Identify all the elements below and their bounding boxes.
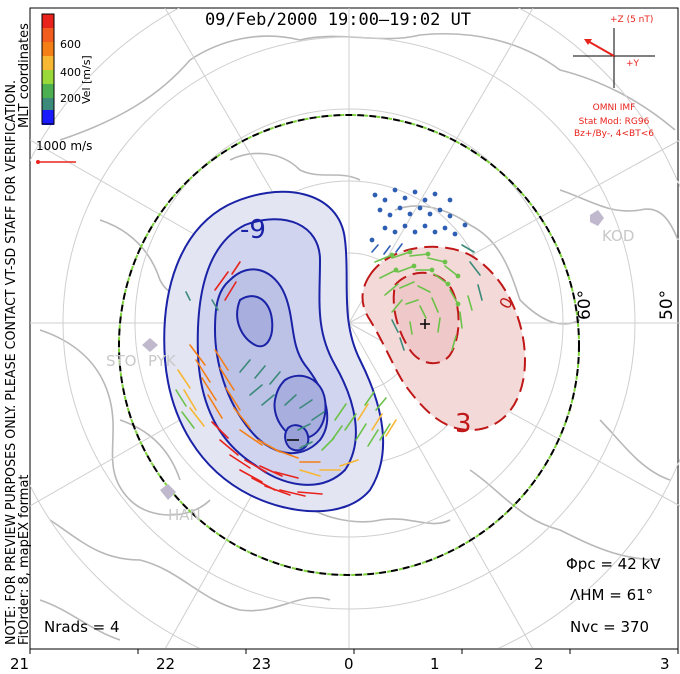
scale-vector-label: 1000 m/s bbox=[36, 139, 92, 153]
colorbar-tick-600: 600 bbox=[60, 38, 81, 51]
mlt-tick-21: 21 bbox=[10, 655, 29, 673]
contour-label-negative: -9 bbox=[240, 215, 266, 245]
mlt-coordinates-note: MLT coordinates bbox=[17, 23, 32, 128]
mlt-tick-2: 2 bbox=[534, 655, 544, 673]
imf-y-label: +Y bbox=[626, 59, 640, 69]
vectors-nightside-yellow bbox=[177, 369, 397, 477]
velocity-colorbar bbox=[41, 13, 55, 125]
station-kod: KOD bbox=[602, 227, 634, 245]
vectors-dayside-vortex bbox=[374, 249, 473, 351]
plot-frame bbox=[29, 7, 679, 650]
negative-potential-cell bbox=[163, 190, 385, 513]
colorbar-tick-400: 400 bbox=[60, 66, 81, 79]
colorbar-title: Vel [m/s] bbox=[80, 55, 93, 104]
station-pyk: PYK bbox=[148, 352, 177, 370]
stat-n-rads: Nrads = 4 bbox=[44, 618, 120, 636]
vectors-nightside-green bbox=[175, 389, 391, 451]
imf-clock bbox=[573, 28, 655, 88]
fit-order-note: FitOrder: 8, mapEX format bbox=[17, 474, 32, 645]
vectors-nightside-red bbox=[211, 261, 323, 497]
mlt-tick-3: 3 bbox=[660, 655, 670, 673]
imf-z-label: +Z (5 nT) bbox=[610, 15, 653, 25]
velocity-vectors bbox=[175, 187, 483, 497]
mlt-tick-22: 22 bbox=[156, 655, 175, 673]
mlt-tick-1: 1 bbox=[430, 655, 440, 673]
hm-boundary bbox=[118, 114, 580, 576]
preview-note: NOTE: FOR PREVIEW PURPOSES ONLY. PLEASE … bbox=[4, 80, 19, 645]
mlt-tick-23: 23 bbox=[252, 655, 271, 673]
station-han: HAN bbox=[168, 506, 201, 524]
lat-label-60: 60° bbox=[575, 290, 595, 320]
imf-stat-model: Stat Mod: RG96 bbox=[579, 117, 650, 127]
stat-phi-pc: Φpc = 42 kV bbox=[566, 555, 661, 573]
mlt-tick-0: 0 bbox=[344, 655, 354, 673]
imf-bin: Bz+/By-, 4<BT<6 bbox=[574, 129, 654, 139]
station-sto: STO bbox=[106, 352, 137, 370]
imf-source: OMNI IMF bbox=[593, 103, 636, 113]
vectors-nightside-orange bbox=[189, 344, 321, 463]
station-markers bbox=[142, 210, 604, 500]
lat-label-50: 50° bbox=[657, 290, 677, 320]
scale-vector bbox=[36, 160, 76, 164]
map-title: 09/Feb/2000 19:00–19:02 UT bbox=[205, 10, 471, 30]
potential-markers bbox=[287, 319, 430, 441]
vectors-dayside-low bbox=[369, 187, 468, 255]
vectors-dayside-teal bbox=[391, 244, 483, 351]
colorbar-tick-200: 200 bbox=[60, 92, 81, 105]
stat-n-vc: Nvc = 370 bbox=[570, 618, 649, 636]
mlt-axis bbox=[29, 649, 679, 654]
stat-lambda-hm: ΛHM = 61° bbox=[570, 586, 653, 604]
vectors-nightside-teal bbox=[185, 291, 325, 449]
contour-label-positive: 3 bbox=[455, 409, 472, 439]
